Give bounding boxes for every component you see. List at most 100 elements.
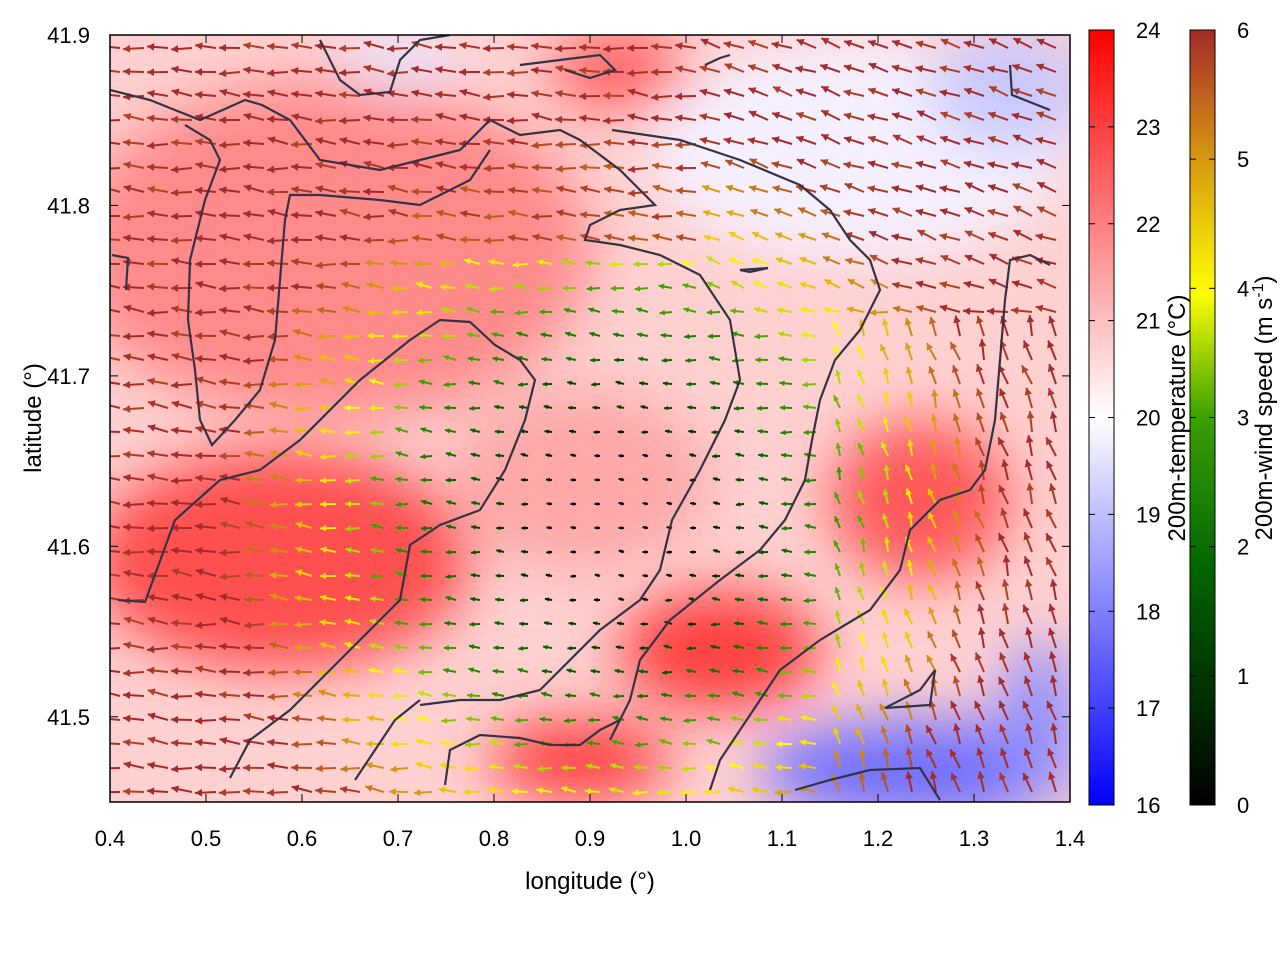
wind-arrow-head <box>318 354 326 362</box>
wind-arrow-head <box>940 254 949 262</box>
wind-arrow-head <box>315 117 323 125</box>
wind-arrow-head <box>987 161 996 169</box>
wind-arrow-head <box>603 138 611 147</box>
wind-arrow-head <box>171 400 180 408</box>
wind-arrow-head <box>518 645 524 651</box>
wind-arrow-head <box>682 282 689 289</box>
wind-arrow-head <box>291 67 299 75</box>
wind-arrow-head <box>758 476 764 482</box>
wind-arrow-head <box>147 235 155 243</box>
wind-arrow-head <box>846 306 854 313</box>
wind-arrow-head <box>445 451 452 457</box>
wind-arrow-head <box>570 501 575 506</box>
wind-arrow-head <box>928 512 935 520</box>
wind-arrow-head <box>804 523 811 529</box>
wind-arrow-head <box>496 525 501 531</box>
wind-arrow-head <box>755 356 761 363</box>
wind-arrow-head <box>443 354 450 361</box>
wind-arrow-head <box>195 260 203 268</box>
wind-arrow-head <box>319 641 327 649</box>
wind-arrow-head <box>930 414 938 422</box>
wind-arrow-head <box>953 315 961 324</box>
wind-arrow-head <box>443 381 449 388</box>
wind-arrow-head <box>603 45 611 53</box>
wind-arrow-head <box>416 309 423 316</box>
wind-arrow-head <box>688 597 694 602</box>
wind-arrow-head <box>342 691 350 699</box>
wind-arrow-head <box>904 655 912 663</box>
wind-arrow-head <box>907 439 914 447</box>
wind-arrow-head <box>882 416 889 424</box>
wind-arrow-head <box>320 477 327 484</box>
wind-arrow-head <box>868 87 877 95</box>
wind-arrow-head <box>1001 603 1010 611</box>
wind-arrow-head <box>219 765 227 773</box>
wind-arrow-head <box>369 595 376 602</box>
wind-arrow-head <box>243 668 251 677</box>
wind-arrow-head <box>592 621 598 626</box>
wind-arrow-head <box>123 474 131 482</box>
wind-arrow-head <box>1036 111 1045 119</box>
wind-arrow-head <box>147 547 155 556</box>
wind-arrow-head <box>988 135 996 144</box>
temp-blob <box>930 35 1070 150</box>
wind-arrow-head <box>269 501 277 509</box>
wind-arrow-head <box>219 69 227 78</box>
wind-arrow-head <box>579 114 587 123</box>
wind-arrow-head <box>590 357 595 363</box>
wind-arrow-head <box>195 376 204 384</box>
wind-arrow-head <box>389 259 397 267</box>
wind-arrow-head <box>803 620 809 627</box>
wind-arrow-head <box>320 524 327 532</box>
windTicks-label: 3 <box>1237 406 1249 431</box>
wind-arrow-head <box>365 784 373 792</box>
wind-arrow-head <box>387 184 396 192</box>
wind-arrow-head <box>291 282 299 291</box>
wind-arrow-head <box>1046 557 1054 566</box>
wind-arrow-head <box>758 549 764 555</box>
wind-arrow-head <box>723 40 732 49</box>
wind-arrow-head <box>1037 206 1046 214</box>
wind-arrow-shaft <box>110 69 121 73</box>
wind-arrow-head <box>633 764 640 771</box>
wind-arrow-head <box>927 488 935 496</box>
wind-arrow-head <box>465 741 472 748</box>
wind-arrow-head <box>147 424 156 432</box>
contour-line <box>609 128 882 741</box>
wind-arrow-head <box>393 381 400 388</box>
wind-arrow-head <box>1048 483 1057 492</box>
wind-arrow-head <box>344 404 351 412</box>
wind-arrow-head <box>445 428 451 434</box>
wind-arrow-head <box>657 764 664 771</box>
wind-arrow-head <box>495 597 500 603</box>
wind-arrow-head <box>393 667 400 674</box>
wind-arrow-head <box>987 208 996 217</box>
wind-arrow-head <box>753 281 761 288</box>
wind-arrow-head <box>440 740 447 747</box>
wind-arrow-head <box>490 715 497 722</box>
wind-arrow-head <box>219 284 227 293</box>
wind-arrow-head <box>1048 628 1056 636</box>
wind-arrow-head <box>844 39 853 48</box>
wind-arrow-head <box>752 762 759 769</box>
wind-arrow-head <box>435 90 443 99</box>
x-axis-label: longitude (°) <box>525 868 655 895</box>
wind-arrow-head <box>537 259 544 266</box>
wind-arrow-head <box>317 333 325 341</box>
wind-arrow-head <box>1036 63 1045 71</box>
wind-arrow-head <box>728 257 736 264</box>
wind-arrow-head <box>758 500 764 506</box>
wind-arrow-head <box>712 477 718 482</box>
wind-arrow-head <box>147 473 156 481</box>
wind-arrow-head <box>291 740 299 749</box>
wind-arrow-head <box>1046 461 1054 470</box>
wind-arrow-head <box>832 682 839 689</box>
wind-arrow-head <box>858 772 866 780</box>
wind-arrow-head <box>880 344 887 352</box>
wind-arrow-head <box>712 453 717 459</box>
wind-arrow-head <box>269 449 278 457</box>
wind-arrow-head <box>614 357 619 363</box>
wind-arrow-head <box>243 90 251 99</box>
wind-arrow-head <box>730 308 736 315</box>
wind-arrow-head <box>521 502 526 507</box>
